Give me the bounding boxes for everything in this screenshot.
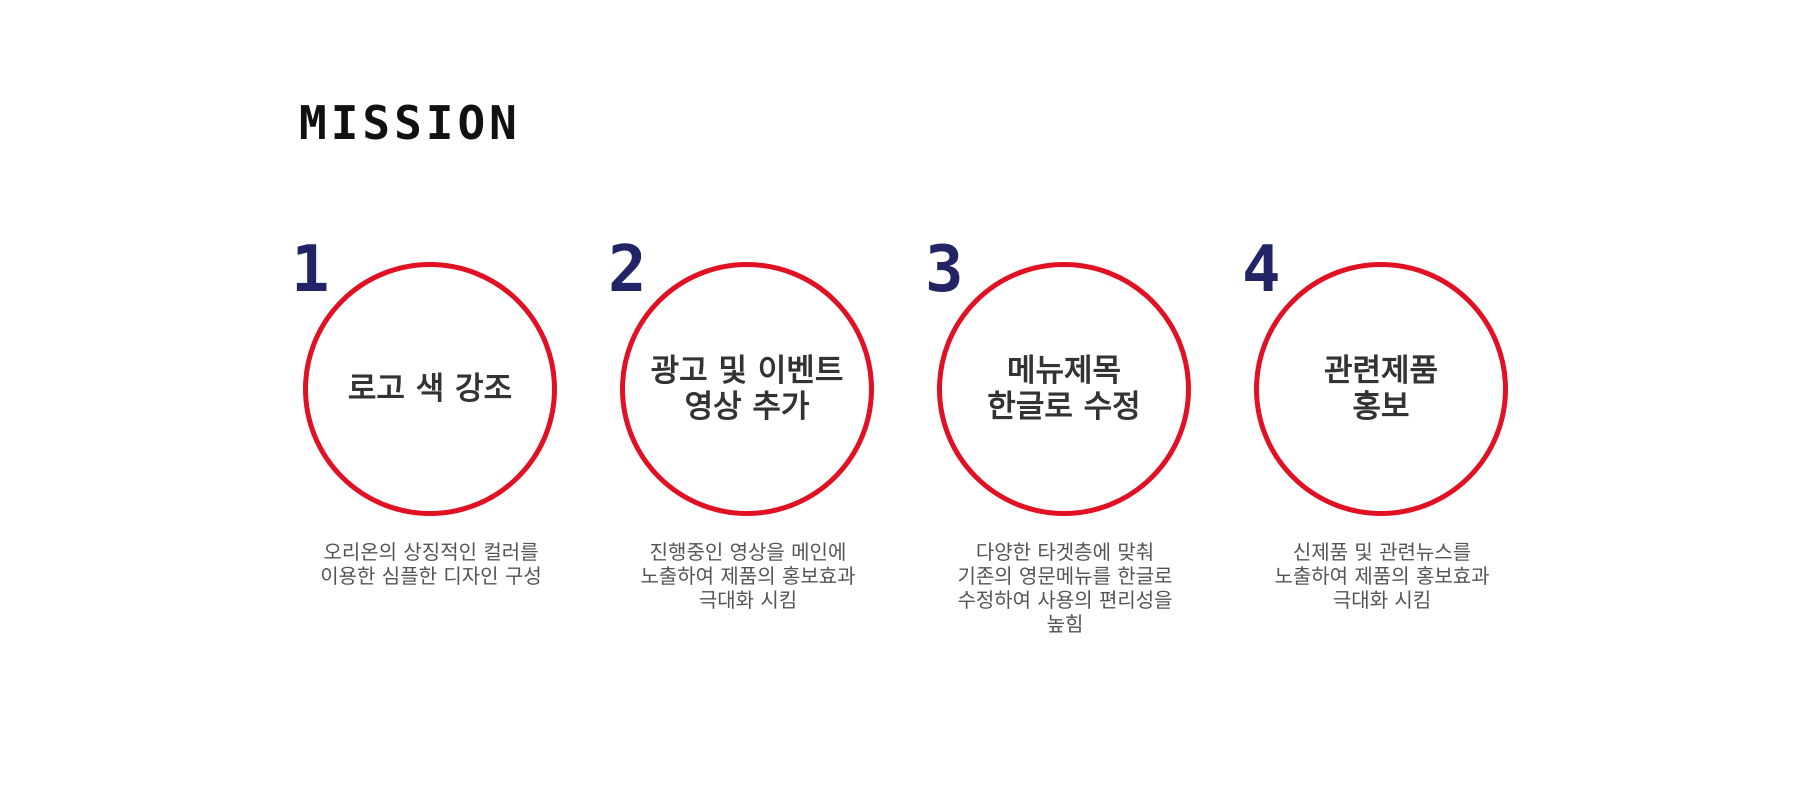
section-heading: MISSION [299,96,521,150]
step-description: 진행중인 영상을 메인에 노출하여 제품의 홍보효과 극대화 시킴 [640,540,856,612]
step-circle: 로고 색 강조 [303,262,557,516]
step-description: 오리온의 상징적인 컬러를 이용한 심플한 디자인 구성 [320,540,542,588]
step-circle: 메뉴제목 한글로 수정 [937,262,1191,516]
step-title: 광고 및 이벤트 영상 추가 [650,353,844,425]
step-description: 신제품 및 관련뉴스를 노출하여 제품의 홍보효과 극대화 시킴 [1274,540,1490,612]
step-description: 다양한 타겟층에 맞춰 기존의 영문메뉴를 한글로 수정하여 사용의 편리성을 … [957,540,1173,636]
step-number: 4 [1242,233,1281,307]
step-circle: 광고 및 이벤트 영상 추가 [620,262,874,516]
step-title: 관련제품 홍보 [1323,353,1439,425]
step-number: 1 [291,233,330,307]
step-title: 메뉴제목 한글로 수정 [987,353,1141,425]
step-number: 2 [608,233,647,307]
step-number: 3 [925,233,964,307]
step-circle: 관련제품 홍보 [1254,262,1508,516]
step-title: 로고 색 강조 [347,371,513,407]
